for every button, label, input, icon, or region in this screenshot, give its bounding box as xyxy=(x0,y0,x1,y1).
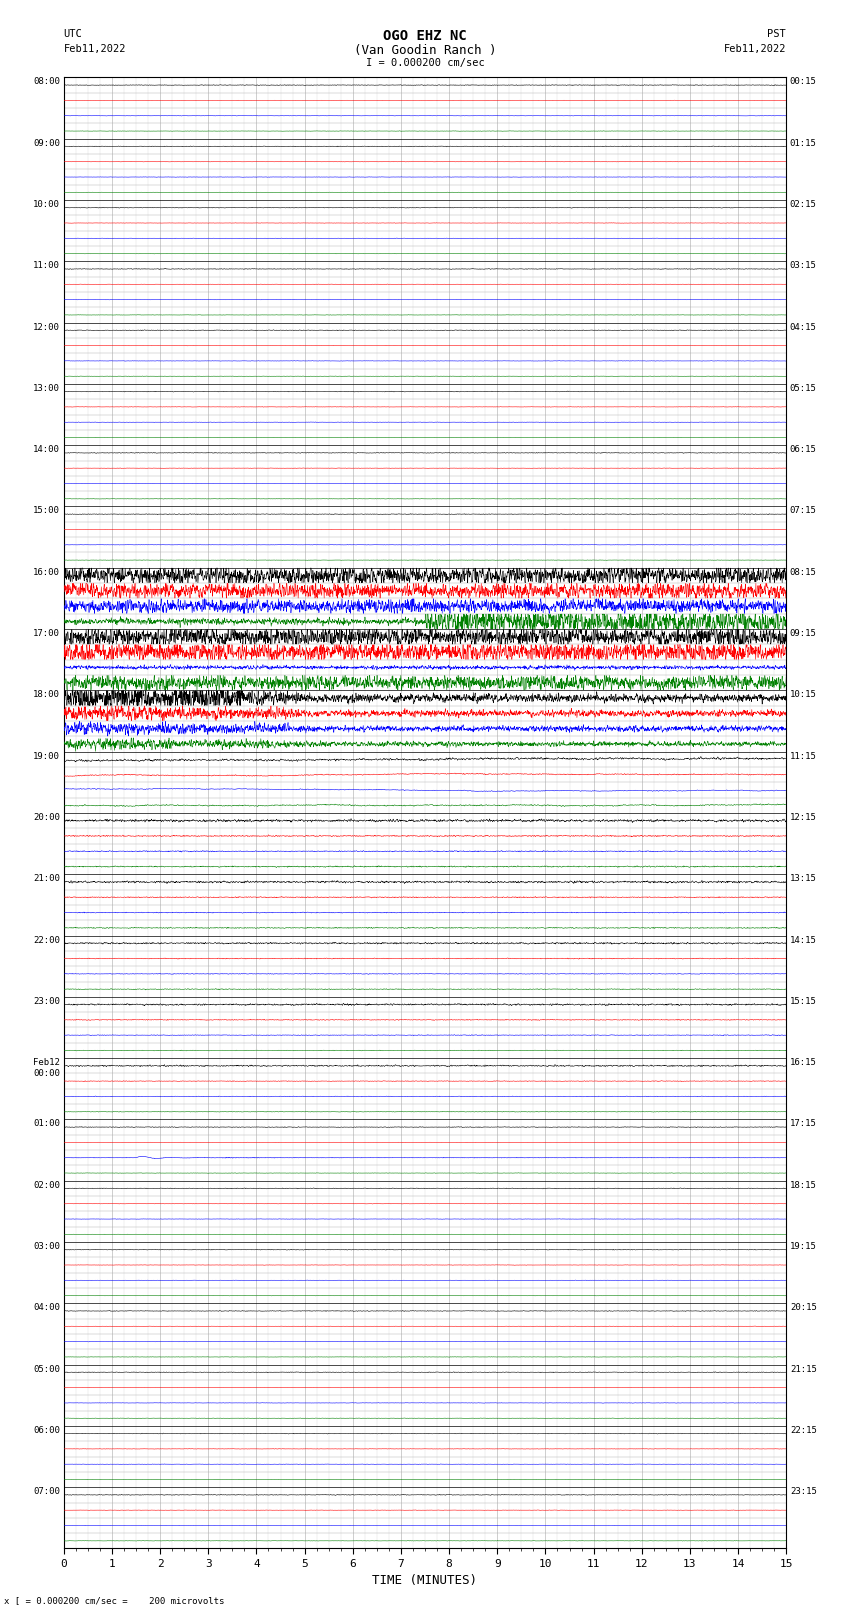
Text: 09:15: 09:15 xyxy=(790,629,817,639)
Text: 18:15: 18:15 xyxy=(790,1181,817,1190)
Text: UTC: UTC xyxy=(64,29,82,39)
Text: 08:00: 08:00 xyxy=(33,77,60,87)
Text: 16:15: 16:15 xyxy=(790,1058,817,1068)
Text: 20:15: 20:15 xyxy=(790,1303,817,1313)
Text: 01:00: 01:00 xyxy=(33,1119,60,1129)
Text: 07:15: 07:15 xyxy=(790,506,817,516)
Text: 05:15: 05:15 xyxy=(790,384,817,394)
Text: 02:00: 02:00 xyxy=(33,1181,60,1190)
Text: 23:15: 23:15 xyxy=(790,1487,817,1497)
Text: x [ = 0.000200 cm/sec =    200 microvolts: x [ = 0.000200 cm/sec = 200 microvolts xyxy=(4,1595,224,1605)
Text: 04:00: 04:00 xyxy=(33,1303,60,1313)
Text: 06:15: 06:15 xyxy=(790,445,817,455)
Text: 15:15: 15:15 xyxy=(790,997,817,1007)
Text: 00:15: 00:15 xyxy=(790,77,817,87)
Text: 18:00: 18:00 xyxy=(33,690,60,700)
Text: 09:00: 09:00 xyxy=(33,139,60,148)
Text: 11:15: 11:15 xyxy=(790,752,817,761)
Text: Feb11,2022: Feb11,2022 xyxy=(64,44,127,53)
Text: 12:15: 12:15 xyxy=(790,813,817,823)
Text: 11:00: 11:00 xyxy=(33,261,60,271)
Text: 19:15: 19:15 xyxy=(790,1242,817,1252)
Text: I = 0.000200 cm/sec: I = 0.000200 cm/sec xyxy=(366,58,484,68)
Text: Feb11,2022: Feb11,2022 xyxy=(723,44,786,53)
Text: 15:00: 15:00 xyxy=(33,506,60,516)
Text: 14:15: 14:15 xyxy=(790,936,817,945)
Text: 10:15: 10:15 xyxy=(790,690,817,700)
Text: 06:00: 06:00 xyxy=(33,1426,60,1436)
Text: 17:15: 17:15 xyxy=(790,1119,817,1129)
Text: (Van Goodin Ranch ): (Van Goodin Ranch ) xyxy=(354,44,496,56)
Text: 21:15: 21:15 xyxy=(790,1365,817,1374)
Text: PST: PST xyxy=(768,29,786,39)
Text: 19:00: 19:00 xyxy=(33,752,60,761)
Text: 04:15: 04:15 xyxy=(790,323,817,332)
Text: 10:00: 10:00 xyxy=(33,200,60,210)
Text: 01:15: 01:15 xyxy=(790,139,817,148)
Text: 07:00: 07:00 xyxy=(33,1487,60,1497)
Text: Feb12
00:00: Feb12 00:00 xyxy=(33,1058,60,1077)
Text: OGO EHZ NC: OGO EHZ NC xyxy=(383,29,467,44)
Text: 20:00: 20:00 xyxy=(33,813,60,823)
Text: 23:00: 23:00 xyxy=(33,997,60,1007)
Text: 22:00: 22:00 xyxy=(33,936,60,945)
Text: 08:15: 08:15 xyxy=(790,568,817,577)
Text: 14:00: 14:00 xyxy=(33,445,60,455)
Text: 13:15: 13:15 xyxy=(790,874,817,884)
Text: 02:15: 02:15 xyxy=(790,200,817,210)
Text: 05:00: 05:00 xyxy=(33,1365,60,1374)
Text: 03:15: 03:15 xyxy=(790,261,817,271)
Text: 03:00: 03:00 xyxy=(33,1242,60,1252)
Text: 17:00: 17:00 xyxy=(33,629,60,639)
Text: 12:00: 12:00 xyxy=(33,323,60,332)
X-axis label: TIME (MINUTES): TIME (MINUTES) xyxy=(372,1574,478,1587)
Text: 22:15: 22:15 xyxy=(790,1426,817,1436)
Text: 16:00: 16:00 xyxy=(33,568,60,577)
Text: 13:00: 13:00 xyxy=(33,384,60,394)
Text: 21:00: 21:00 xyxy=(33,874,60,884)
